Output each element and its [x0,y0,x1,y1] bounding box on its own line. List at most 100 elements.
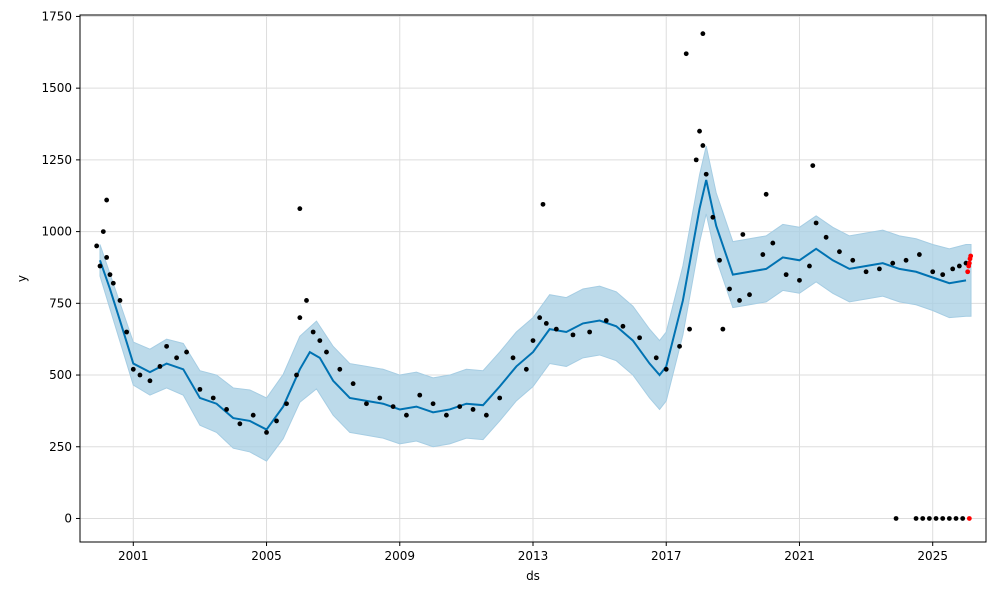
observed-point [537,315,543,321]
observed-point [747,292,752,298]
observed-point [587,329,593,335]
observed-point [893,516,899,521]
observed-point [637,335,642,341]
observed-point [863,269,869,275]
observed-point [553,326,559,332]
observed-point [770,240,776,246]
x-tick-label: 2017 [651,549,682,563]
observed-point [956,263,962,269]
observed-point [940,516,946,521]
observed-point [837,249,842,255]
observed-point [797,277,802,283]
x-tick-label: 2001 [118,549,149,563]
observed-point [297,315,303,321]
observed-point [877,266,882,272]
observed-point [700,31,706,37]
observed-point [783,272,789,278]
observed-point [510,355,516,361]
x-axis-ticks: 2001 2005 2009 2013 2017 2021 2025 [118,542,948,563]
observed-point [104,197,110,203]
observed-point [720,326,726,332]
highlight-point [966,260,972,266]
observed-point [197,386,203,392]
observed-point [653,355,659,361]
observed-point [470,407,476,412]
observed-point [284,401,289,407]
observed-point [717,257,722,263]
observed-point [224,407,229,412]
observed-point [364,401,369,407]
observed-point [443,412,449,418]
band-area [99,145,972,462]
observed-point [147,378,153,384]
observed-point [377,395,383,401]
observed-point [164,343,170,349]
observed-point [274,418,279,424]
observed-point [903,257,909,263]
observed-point [250,412,256,418]
observed-point [663,366,669,372]
observed-point [174,355,179,361]
observed-point [620,323,626,329]
observed-point [184,349,189,355]
observed-point [137,372,143,378]
uncertainty-band [99,145,972,462]
observed-point [960,516,966,521]
observed-point [107,272,113,278]
observed-point [570,332,576,338]
observed-point [104,255,110,260]
observed-point [677,343,682,349]
observed-points [94,31,969,521]
observed-point [850,257,856,263]
observed-point [523,366,529,372]
observed-point [603,318,609,323]
x-tick-label: 2025 [917,549,948,563]
observed-point [157,364,163,369]
x-tick-label: 2013 [518,549,549,563]
x-tick-label: 2009 [384,549,415,563]
observed-point [946,516,952,521]
observed-point [264,430,269,435]
observed-point [324,349,329,355]
observed-point [810,163,816,169]
highlight-points [965,253,974,521]
highlight-point [966,516,972,521]
y-tick-label: 250 [49,440,72,454]
observed-point [740,232,746,237]
observed-point [933,516,939,521]
observed-point [687,326,692,332]
observed-point [813,220,819,226]
observed-point [310,329,316,335]
observed-point [100,229,106,234]
observed-point [543,320,549,326]
y-tick-label: 1000 [41,225,72,239]
observed-point [693,157,699,163]
observed-point [497,395,503,401]
observed-point [950,266,956,272]
observed-point [807,263,812,269]
y-tick-label: 1750 [41,9,72,23]
y-axis-ticks: 0 250 500 750 1000 1250 1500 1750 [41,9,80,525]
forecast-line-path [99,179,967,431]
observed-point [916,252,922,257]
observed-point [304,298,309,303]
observed-point [737,298,742,303]
observed-point [890,260,896,266]
observed-point [417,392,423,398]
highlight-point [968,253,974,259]
observed-point [294,372,299,378]
observed-point [124,329,130,335]
observed-point [97,263,103,269]
y-tick-label: 500 [49,368,72,382]
observed-point [110,280,116,286]
y-tick-label: 0 [64,511,72,525]
y-tick-label: 1500 [41,81,72,95]
observed-point [913,516,919,521]
observed-point [404,412,409,418]
observed-point [540,201,546,207]
observed-point [760,252,766,257]
observed-point [710,214,716,220]
highlight-point [965,269,971,275]
